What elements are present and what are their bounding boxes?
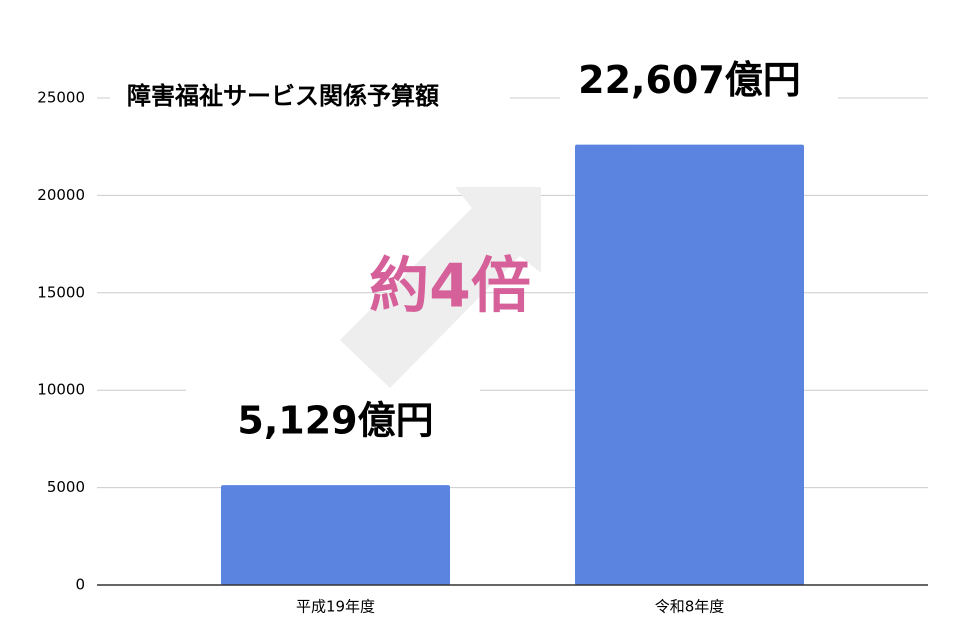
- chart-title: 障害福祉サービス関係予算額: [127, 82, 439, 110]
- y-tick-label: 10000: [37, 381, 85, 399]
- y-tick-label: 5000: [47, 478, 85, 496]
- y-tick-label: 15000: [37, 283, 85, 301]
- annotation: 約4倍: [369, 252, 531, 322]
- title-backdrop: [110, 70, 510, 120]
- y-tick-label: 20000: [37, 186, 85, 204]
- y-tick-label: 0: [75, 576, 85, 594]
- x-tick-label: 令和8年度: [655, 598, 725, 616]
- bar: [221, 485, 450, 585]
- bar: [575, 144, 804, 585]
- value-label: 22,607億円: [578, 58, 801, 102]
- label-backdrop: [560, 70, 838, 120]
- x-tick-label: 平成19年度: [296, 598, 375, 616]
- y-tick-label: 25000: [37, 89, 85, 107]
- bars: [221, 144, 804, 585]
- label-backdrop: [186, 380, 480, 400]
- growth-arrow: [340, 187, 541, 388]
- value-label: 5,129億円: [237, 399, 433, 443]
